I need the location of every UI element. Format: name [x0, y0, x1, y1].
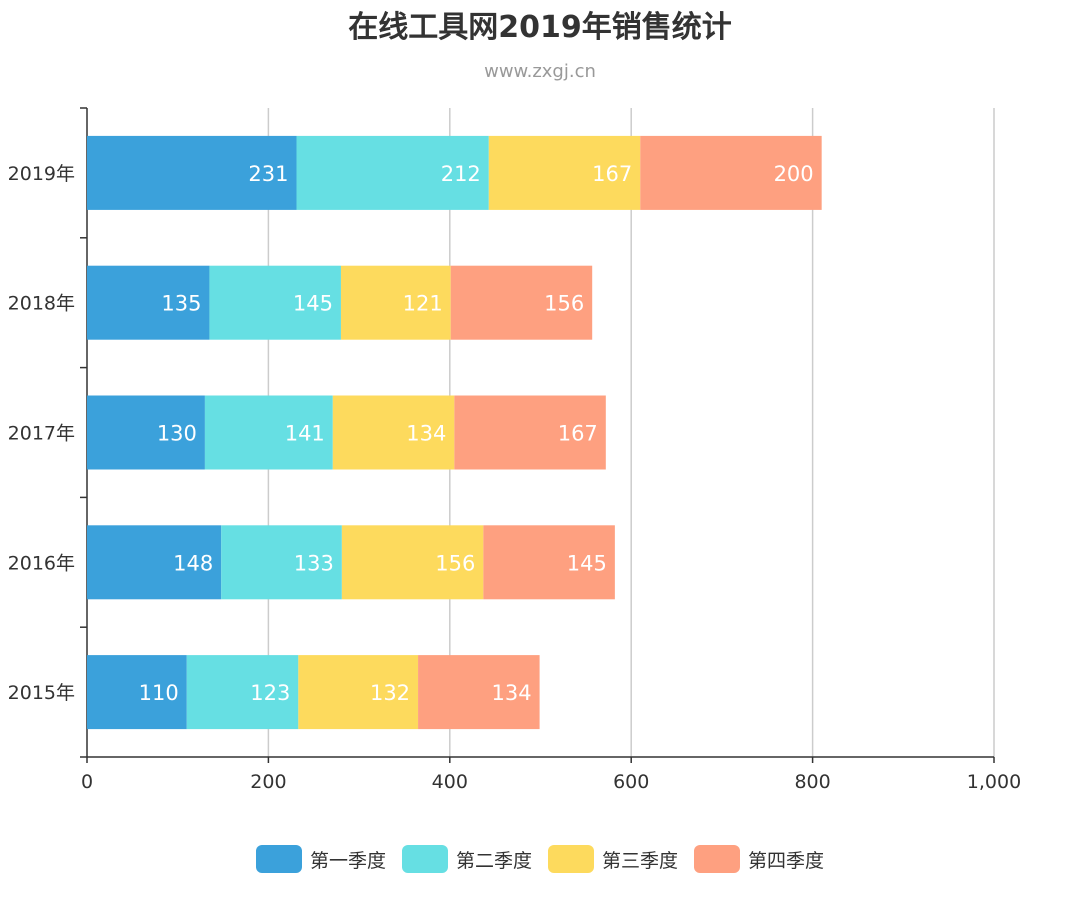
- data-label: 134: [491, 681, 531, 705]
- y-tick-label: 2016年: [8, 552, 75, 574]
- chart-title: 在线工具网2019年销售统计: [348, 10, 732, 45]
- bar-segment[interactable]: [296, 135, 489, 210]
- y-tick-label: 2017年: [8, 423, 75, 445]
- bar-segment[interactable]: [483, 525, 615, 600]
- data-label: 123: [250, 681, 290, 705]
- chart-subtitle: www.zxgj.cn: [484, 61, 596, 82]
- bar-segment[interactable]: [87, 395, 205, 470]
- legend-swatch: [694, 845, 741, 873]
- data-label: 231: [248, 162, 288, 186]
- legend-label: 第四季度: [748, 849, 825, 872]
- x-tick-label: 800: [794, 771, 830, 793]
- data-label: 110: [139, 681, 179, 705]
- legend-swatch: [548, 845, 594, 873]
- legend-item[interactable]: 第三季度: [548, 845, 678, 873]
- bar-segment[interactable]: [450, 265, 593, 340]
- bar-segment[interactable]: [87, 525, 222, 600]
- x-tick-label: 0: [81, 771, 93, 793]
- data-label: 148: [173, 551, 213, 575]
- bar-segment[interactable]: [204, 395, 333, 470]
- y-tick-label: 2019年: [8, 163, 75, 185]
- data-label: 133: [294, 551, 334, 575]
- legend-label: 第三季度: [602, 849, 679, 872]
- data-label: 132: [370, 681, 410, 705]
- data-label: 145: [567, 551, 607, 575]
- data-label: 135: [161, 292, 201, 316]
- bar-segment[interactable]: [186, 655, 299, 730]
- bar-segment[interactable]: [87, 655, 187, 730]
- chart-legend: 第一季度 第二季度 第三季度 第四季度: [0, 845, 1080, 873]
- x-tick-label: 400: [432, 771, 468, 793]
- data-label: 212: [441, 162, 481, 186]
- bar-segment[interactable]: [221, 525, 342, 600]
- data-label: 156: [435, 551, 475, 575]
- y-tick-label: 2015年: [8, 682, 75, 704]
- legend-item[interactable]: 第四季度: [694, 845, 824, 873]
- data-label: 121: [403, 292, 443, 316]
- data-label: 134: [406, 422, 446, 446]
- legend-label: 第一季度: [309, 849, 386, 872]
- x-tick-label: 1,000: [967, 771, 1021, 793]
- bar-segment[interactable]: [454, 395, 606, 470]
- x-tick-label: 600: [613, 771, 649, 793]
- bar-segment[interactable]: [640, 135, 822, 210]
- data-label: 200: [774, 162, 814, 186]
- bar-segment[interactable]: [418, 655, 540, 730]
- legend-swatch: [401, 845, 448, 873]
- bar-segment[interactable]: [340, 265, 451, 340]
- bar-segment[interactable]: [87, 135, 297, 210]
- legend-swatch: [255, 845, 302, 873]
- data-label: 156: [544, 292, 584, 316]
- data-label: 145: [293, 292, 333, 316]
- data-label: 141: [285, 422, 325, 446]
- bar-segment[interactable]: [298, 655, 419, 730]
- legend-label: 第二季度: [455, 849, 532, 872]
- bar-segment[interactable]: [488, 135, 641, 210]
- x-tick-label: 200: [250, 771, 286, 793]
- data-label: 167: [592, 162, 632, 186]
- bar-segment[interactable]: [209, 265, 341, 340]
- legend-item[interactable]: 第一季度: [255, 845, 386, 873]
- bar-segment[interactable]: [341, 525, 484, 600]
- y-tick-label: 2018年: [8, 293, 75, 315]
- bar-segment[interactable]: [87, 265, 210, 340]
- bar-segment[interactable]: [332, 395, 455, 470]
- data-label: 130: [157, 422, 197, 446]
- legend-item[interactable]: 第二季度: [401, 845, 532, 873]
- data-label: 167: [558, 422, 598, 446]
